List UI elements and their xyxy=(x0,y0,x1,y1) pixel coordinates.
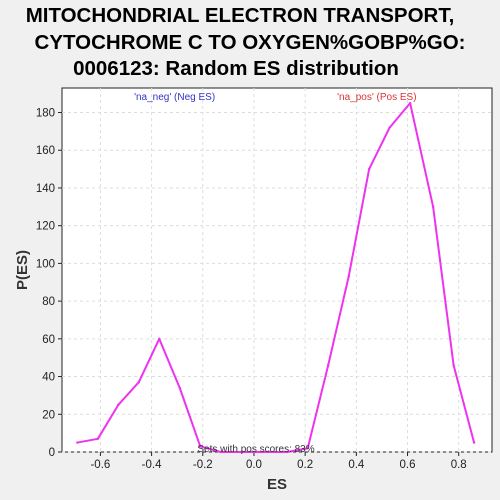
data-point xyxy=(260,450,263,454)
x-tick-label: 0.8 xyxy=(451,459,467,471)
chart-title: MITOCHONDRIAL ELECTRON TRANSPORT, CYTOCH… xyxy=(26,4,466,80)
y-tick-label: 160 xyxy=(36,145,55,157)
data-point xyxy=(158,337,161,341)
y-tick-label: 60 xyxy=(42,334,55,346)
series-line xyxy=(77,102,476,453)
y-tick-label: 140 xyxy=(36,183,55,195)
data-point xyxy=(96,437,100,440)
y-tick-label: 40 xyxy=(42,372,55,384)
y-tick-label: 20 xyxy=(42,409,55,421)
x-tick-label: 0.2 xyxy=(297,459,313,471)
y-tick-label: 100 xyxy=(36,258,55,270)
data-point xyxy=(199,445,202,448)
data-point xyxy=(239,450,243,454)
x-axis-label: ES xyxy=(267,476,287,493)
data-point xyxy=(472,441,476,444)
data-point xyxy=(347,275,350,278)
x-tick-label: 0.4 xyxy=(348,459,365,471)
plot-area xyxy=(61,87,493,453)
series-layer xyxy=(76,101,476,454)
data-point xyxy=(137,381,140,384)
y-tick-label: 120 xyxy=(36,221,55,233)
annotation-pos: 'na_pos' (Pos ES) xyxy=(337,92,416,103)
title-line-3: 0006123: Random ES distribution xyxy=(73,57,399,80)
y-tick-label: 180 xyxy=(36,108,55,120)
grid xyxy=(62,88,492,453)
data-point xyxy=(219,450,222,454)
data-point xyxy=(76,441,79,444)
data-point xyxy=(178,386,181,390)
annotation-neg: 'na_neg' (Neg ES) xyxy=(134,92,215,103)
data-point xyxy=(117,403,120,407)
data-point xyxy=(367,167,371,171)
x-tick-label: -0.4 xyxy=(142,459,162,471)
title-line-1: MITOCHONDRIAL ELECTRON TRANSPORT, xyxy=(26,4,455,27)
data-point xyxy=(452,364,455,367)
y-tick-label: 0 xyxy=(49,447,55,459)
x-tick-label: 0.0 xyxy=(246,459,262,471)
data-point xyxy=(286,450,289,454)
y-axis: 0 20 40 60 80 100 120 140 160 180 xyxy=(36,108,62,459)
data-point xyxy=(388,126,391,129)
title-line-2: CYTOCHROME C TO OXYGEN%GOBP%GO: xyxy=(35,31,466,54)
data-point xyxy=(306,447,309,450)
data-point xyxy=(408,101,412,105)
x-tick-label: -0.2 xyxy=(193,459,213,471)
footnote-pos-scores: Sets with pos scores: 83% xyxy=(197,444,314,455)
y-tick-label: 80 xyxy=(42,296,55,308)
x-tick-label: -0.6 xyxy=(90,459,110,471)
y-axis-label: P(ES) xyxy=(14,250,31,290)
x-tick-label: 0.6 xyxy=(400,459,416,471)
data-point xyxy=(431,205,435,209)
x-axis: -0.6 -0.4 -0.2 0.0 0.2 0.4 0.6 0.8 xyxy=(90,452,467,471)
data-point xyxy=(326,364,330,367)
